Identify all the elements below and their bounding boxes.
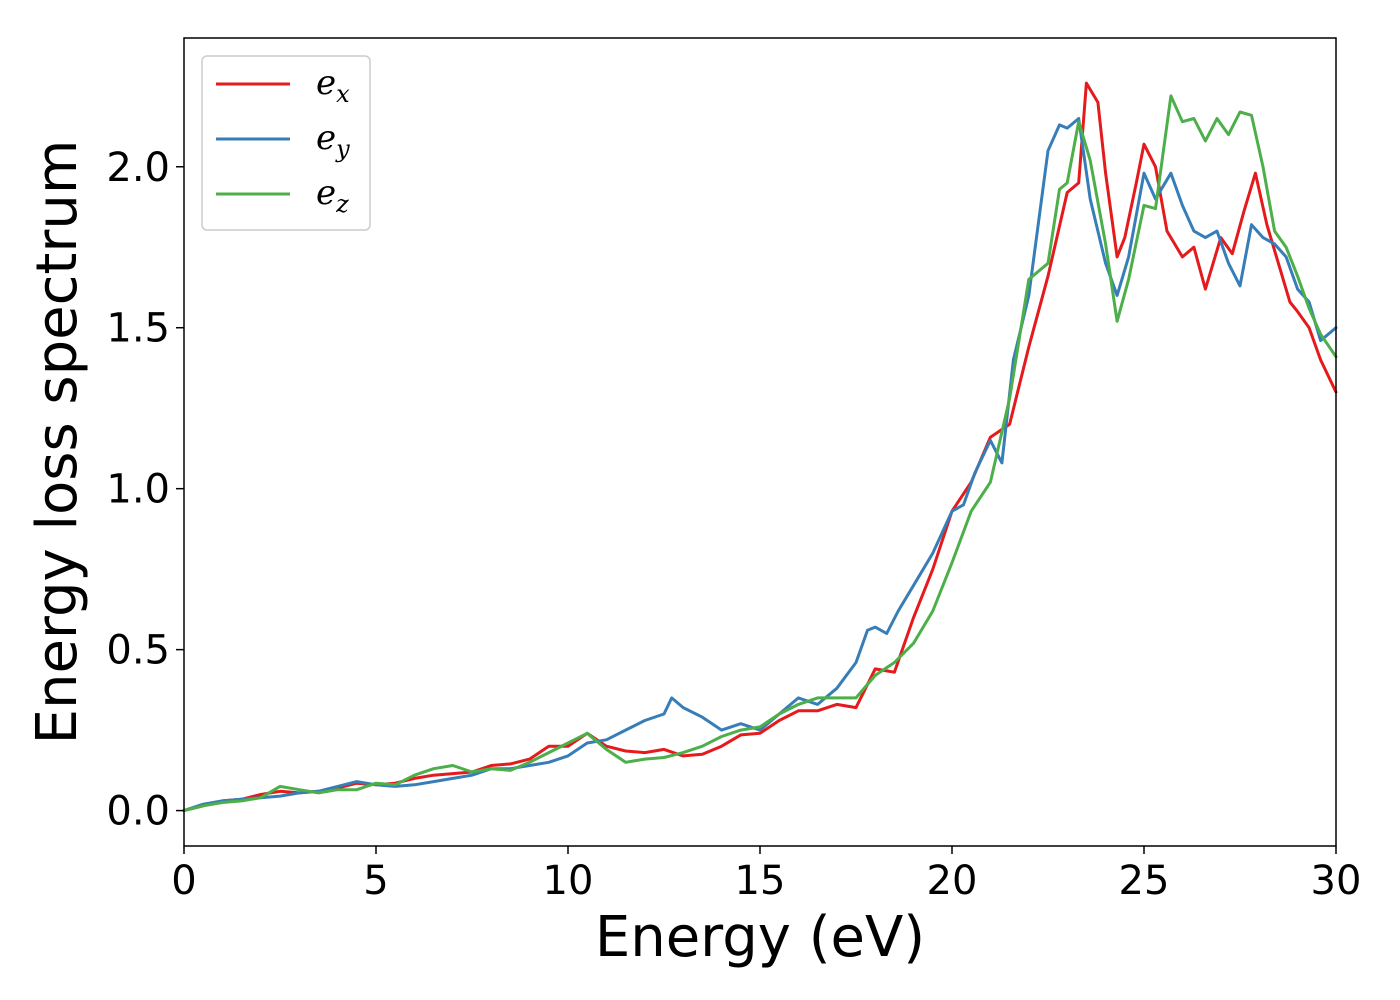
- x-tick-label: 20: [927, 858, 978, 904]
- plot-lines: [182, 81, 1338, 813]
- y-tick-label: 2.0: [106, 145, 170, 191]
- series-line-e-z: [182, 94, 1338, 813]
- x-tick-label: 25: [1119, 858, 1170, 904]
- y-tick-label: 1.5: [106, 306, 170, 352]
- x-axis-ticks: 0 5 10 15 20 25 30: [171, 846, 1361, 904]
- legend-label: ex: [316, 63, 350, 108]
- series-line-e-y: [182, 117, 1338, 813]
- x-tick-label: 15: [735, 858, 786, 904]
- y-tick-label: 1.0: [106, 467, 170, 513]
- x-tick-label: 10: [543, 858, 594, 904]
- x-axis-title: Energy (eV): [595, 905, 925, 970]
- y-tick-label: 0.0: [106, 789, 170, 835]
- legend-label: ez: [316, 173, 349, 218]
- y-axis-ticks: 0.0 0.5 1.0 1.5 2.0: [106, 145, 184, 835]
- legend-label: ey: [316, 118, 350, 163]
- x-tick-label: 30: [1311, 858, 1362, 904]
- legend-box: [201, 55, 371, 231]
- legend: ex ey ez: [201, 55, 371, 231]
- x-tick-label: 0: [171, 858, 196, 904]
- y-tick-label: 0.5: [106, 628, 170, 674]
- x-tick-label: 5: [363, 858, 388, 904]
- y-axis-title: Energy loss spectrum: [25, 140, 90, 745]
